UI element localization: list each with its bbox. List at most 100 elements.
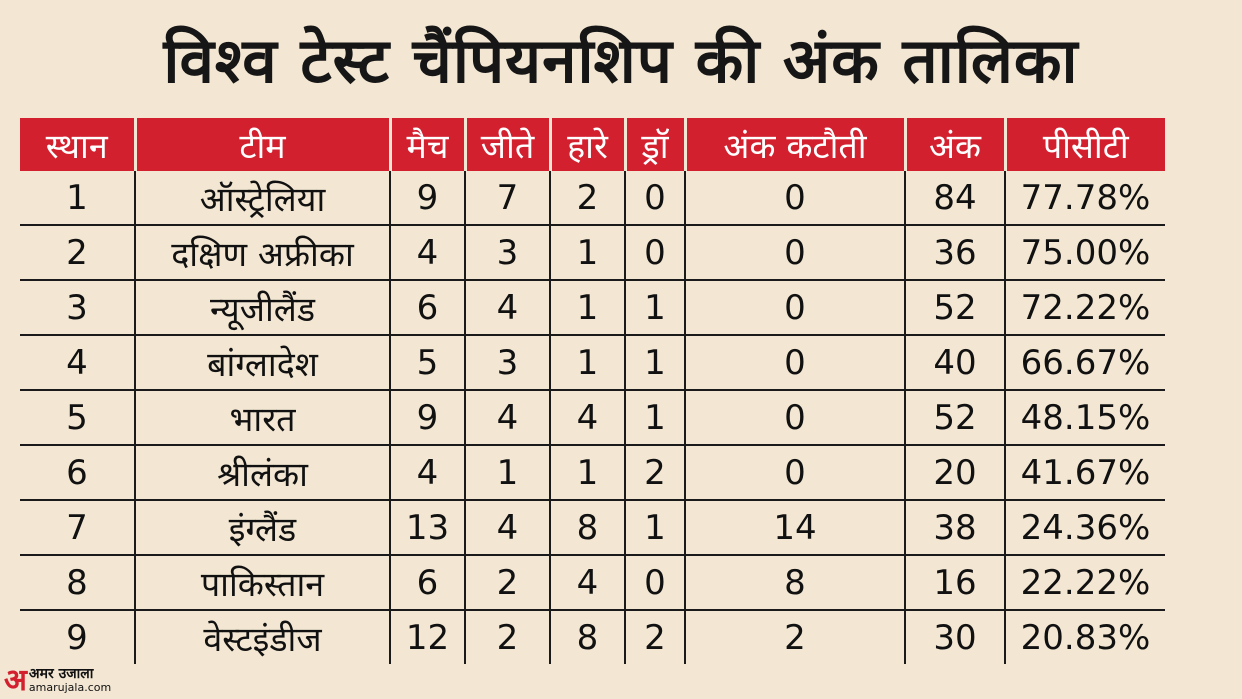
cell-pct: 75.00% bbox=[1005, 224, 1165, 280]
cell-lost: 1 bbox=[550, 279, 626, 335]
cell-points-deducted: 0 bbox=[685, 334, 906, 390]
logo-url: amarujala.com bbox=[28, 681, 112, 694]
points-table: स्थान टीम मैच जीते हारे ड्रॉ अंक कटौती अ… bbox=[20, 118, 1165, 664]
cell-won: 4 bbox=[465, 499, 551, 555]
cell-lost: 4 bbox=[550, 389, 626, 445]
table-row: 1 ऑस्ट्रेलिया 9 7 2 0 0 84 77.78% bbox=[20, 171, 1165, 225]
cell-points: 40 bbox=[905, 334, 1006, 390]
cell-draw: 0 bbox=[625, 224, 686, 280]
cell-lost: 1 bbox=[550, 224, 626, 280]
header-pct: पीसीटी bbox=[1005, 118, 1165, 171]
cell-rank: 9 bbox=[20, 609, 136, 664]
cell-team: श्रीलंका bbox=[135, 444, 391, 500]
table-row: 2 दक्षिण अफ्रीका 4 3 1 0 0 36 75.00% bbox=[20, 224, 1165, 280]
table-row: 8 पाकिस्तान 6 2 4 0 8 16 22.22% bbox=[20, 554, 1165, 610]
table-row: 5 भारत 9 4 4 1 0 52 48.15% bbox=[20, 389, 1165, 445]
cell-points-deducted: 14 bbox=[685, 499, 906, 555]
table-row: 6 श्रीलंका 4 1 1 2 0 20 41.67% bbox=[20, 444, 1165, 500]
cell-points-deducted: 0 bbox=[685, 171, 906, 225]
cell-draw: 2 bbox=[625, 609, 686, 664]
cell-team: वेस्टइंडीज bbox=[135, 609, 391, 664]
cell-matches: 4 bbox=[390, 444, 466, 500]
cell-draw: 0 bbox=[625, 171, 686, 225]
cell-lost: 4 bbox=[550, 554, 626, 610]
page-title: विश्व टेस्ट चैंपियनशिप की अंक तालिका bbox=[163, 24, 1079, 97]
header-rank: स्थान bbox=[20, 118, 137, 171]
header-won: जीते bbox=[465, 118, 552, 171]
cell-won: 2 bbox=[465, 554, 551, 610]
cell-draw: 1 bbox=[625, 279, 686, 335]
cell-points: 84 bbox=[905, 171, 1006, 225]
table-row: 7 इंग्लैंड 13 4 8 1 14 38 24.36% bbox=[20, 499, 1165, 555]
cell-pct: 22.22% bbox=[1005, 554, 1165, 610]
cell-pct: 48.15% bbox=[1005, 389, 1165, 445]
table-row: 9 वेस्टइंडीज 12 2 8 2 2 30 20.83% bbox=[20, 609, 1165, 664]
cell-won: 4 bbox=[465, 389, 551, 445]
header-matches: मैच bbox=[390, 118, 467, 171]
logo-text: अमर उजाला amarujala.com bbox=[29, 667, 111, 695]
cell-team: न्यूजीलैंड bbox=[135, 279, 391, 335]
cell-points-deducted: 0 bbox=[685, 389, 906, 445]
cell-lost: 2 bbox=[550, 171, 626, 225]
cell-lost: 1 bbox=[550, 334, 626, 390]
logo-hindi-name: अमर उजाला bbox=[28, 666, 94, 682]
cell-rank: 1 bbox=[20, 171, 136, 225]
cell-draw: 1 bbox=[625, 499, 686, 555]
cell-matches: 13 bbox=[390, 499, 466, 555]
cell-matches: 4 bbox=[390, 224, 466, 280]
cell-points-deducted: 2 bbox=[685, 609, 906, 664]
cell-team: ऑस्ट्रेलिया bbox=[135, 171, 391, 225]
cell-won: 3 bbox=[465, 334, 551, 390]
cell-matches: 12 bbox=[390, 609, 466, 664]
table-body: 1 ऑस्ट्रेलिया 9 7 2 0 0 84 77.78% 2 दक्ष… bbox=[20, 171, 1165, 664]
cell-rank: 7 bbox=[20, 499, 136, 555]
cell-won: 7 bbox=[465, 171, 551, 225]
logo-mark: अ bbox=[4, 663, 27, 698]
cell-matches: 9 bbox=[390, 389, 466, 445]
cell-team: दक्षिण अफ्रीका bbox=[135, 224, 391, 280]
cell-pct: 24.36% bbox=[1005, 499, 1165, 555]
cell-lost: 8 bbox=[550, 499, 626, 555]
cell-draw: 1 bbox=[625, 389, 686, 445]
header-points-deducted: अंक कटौती bbox=[685, 118, 907, 171]
cell-lost: 1 bbox=[550, 444, 626, 500]
cell-draw: 0 bbox=[625, 554, 686, 610]
cell-pct: 20.83% bbox=[1005, 609, 1165, 664]
cell-rank: 4 bbox=[20, 334, 136, 390]
cell-won: 2 bbox=[465, 609, 551, 664]
cell-team: बांग्लादेश bbox=[135, 334, 391, 390]
cell-team: भारत bbox=[135, 389, 391, 445]
cell-won: 4 bbox=[465, 279, 551, 335]
cell-rank: 5 bbox=[20, 389, 136, 445]
cell-rank: 6 bbox=[20, 444, 136, 500]
cell-matches: 6 bbox=[390, 279, 466, 335]
table-row: 4 बांग्लादेश 5 3 1 1 0 40 66.67% bbox=[20, 334, 1165, 390]
cell-points-deducted: 0 bbox=[685, 279, 906, 335]
cell-points: 36 bbox=[905, 224, 1006, 280]
cell-rank: 2 bbox=[20, 224, 136, 280]
cell-draw: 2 bbox=[625, 444, 686, 500]
table-header-row: स्थान टीम मैच जीते हारे ड्रॉ अंक कटौती अ… bbox=[20, 118, 1165, 171]
cell-points: 52 bbox=[905, 279, 1006, 335]
cell-team: पाकिस्तान bbox=[135, 554, 391, 610]
cell-points-deducted: 8 bbox=[685, 554, 906, 610]
cell-points-deducted: 0 bbox=[685, 224, 906, 280]
cell-points: 52 bbox=[905, 389, 1006, 445]
header-lost: हारे bbox=[550, 118, 627, 171]
cell-matches: 9 bbox=[390, 171, 466, 225]
cell-points: 38 bbox=[905, 499, 1006, 555]
cell-pct: 66.67% bbox=[1005, 334, 1165, 390]
cell-pct: 77.78% bbox=[1020, 177, 1151, 218]
cell-points-deducted: 0 bbox=[685, 444, 906, 500]
cell-rank: 3 bbox=[20, 279, 136, 335]
cell-draw: 1 bbox=[625, 334, 686, 390]
cell-lost: 8 bbox=[550, 609, 626, 664]
header-draw: ड्रॉ bbox=[625, 118, 687, 171]
cell-pct: 72.22% bbox=[1005, 279, 1165, 335]
cell-rank: 8 bbox=[20, 554, 136, 610]
cell-points: 30 bbox=[905, 609, 1006, 664]
header-team: टीम bbox=[135, 118, 392, 171]
amar-ujala-logo: अ अमर उजाला amarujala.com bbox=[4, 664, 111, 698]
cell-matches: 5 bbox=[390, 334, 466, 390]
cell-team: इंग्लैंड bbox=[135, 499, 391, 555]
